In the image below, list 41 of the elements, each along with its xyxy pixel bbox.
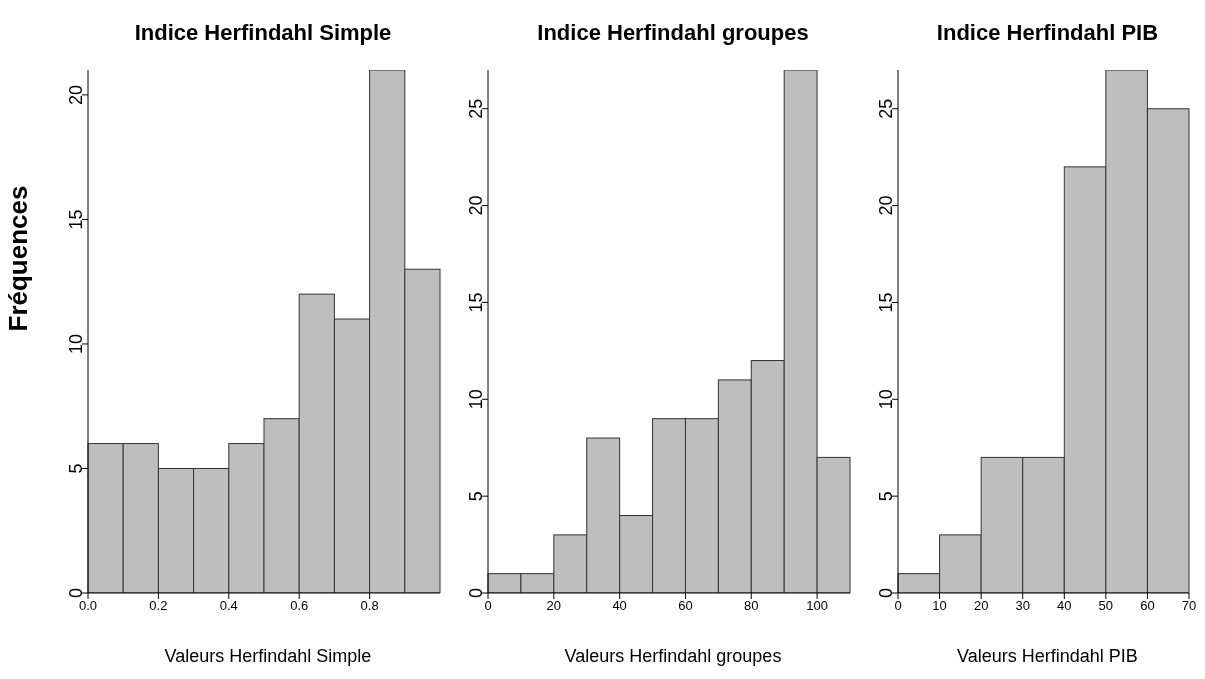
x-tick-label: 0.8 <box>360 598 379 614</box>
y-axis-title: Fréquences <box>3 185 34 332</box>
y-tick-label: 15 <box>66 209 87 230</box>
chart-title: Indice Herfindahl PIB <box>935 19 1160 47</box>
y-tick-label: 25 <box>466 98 487 119</box>
y-tick-label: 5 <box>66 463 87 474</box>
x-axis-title: Valeurs Herfindahl PIB <box>956 644 1139 668</box>
x-tick-label: 0.4 <box>219 598 238 614</box>
x-tick-label: 0.2 <box>149 598 168 614</box>
x-tick-label: 20 <box>973 598 989 614</box>
chart-title: Indice Herfindahl Simple <box>133 19 393 47</box>
y-tick-label: 20 <box>66 84 87 105</box>
y-tick-label: 15 <box>876 292 897 313</box>
x-tick-label: 0.6 <box>290 598 309 614</box>
x-tick-label: 10 <box>932 598 947 614</box>
x-tick-label: 100 <box>806 598 828 614</box>
y-tick-label: 20 <box>466 195 487 216</box>
y-tick-label: 5 <box>466 491 487 502</box>
y-tick-label: 25 <box>876 98 897 119</box>
chart-title: Indice Herfindahl groupes <box>536 19 810 47</box>
x-tick-label: 20 <box>546 598 562 614</box>
x-tick-label: 50 <box>1098 598 1114 614</box>
x-tick-label: 40 <box>612 598 627 614</box>
y-tick-label: 10 <box>66 333 87 354</box>
y-tick-label: 5 <box>876 491 897 502</box>
x-tick-label: 70 <box>1181 598 1197 614</box>
y-tick-label: 0 <box>66 587 87 599</box>
x-axis-title: Valeurs Herfindahl groupes <box>563 644 783 668</box>
y-tick-label: 10 <box>876 389 897 410</box>
y-tick-label: 10 <box>466 389 487 410</box>
x-tick-label: 40 <box>1057 598 1072 614</box>
y-tick-label: 0 <box>876 587 897 599</box>
x-tick-label: 60 <box>678 598 693 614</box>
x-tick-label: 30 <box>1015 598 1030 614</box>
x-tick-label: 60 <box>1140 598 1155 614</box>
x-tick-label: 0.0 <box>78 598 98 614</box>
y-tick-label: 15 <box>466 292 487 313</box>
y-tick-label: 20 <box>876 195 897 216</box>
x-axis-title: Valeurs Herfindahl Simple <box>163 644 373 668</box>
x-tick-label: 80 <box>744 598 759 614</box>
y-tick-label: 0 <box>466 587 487 599</box>
